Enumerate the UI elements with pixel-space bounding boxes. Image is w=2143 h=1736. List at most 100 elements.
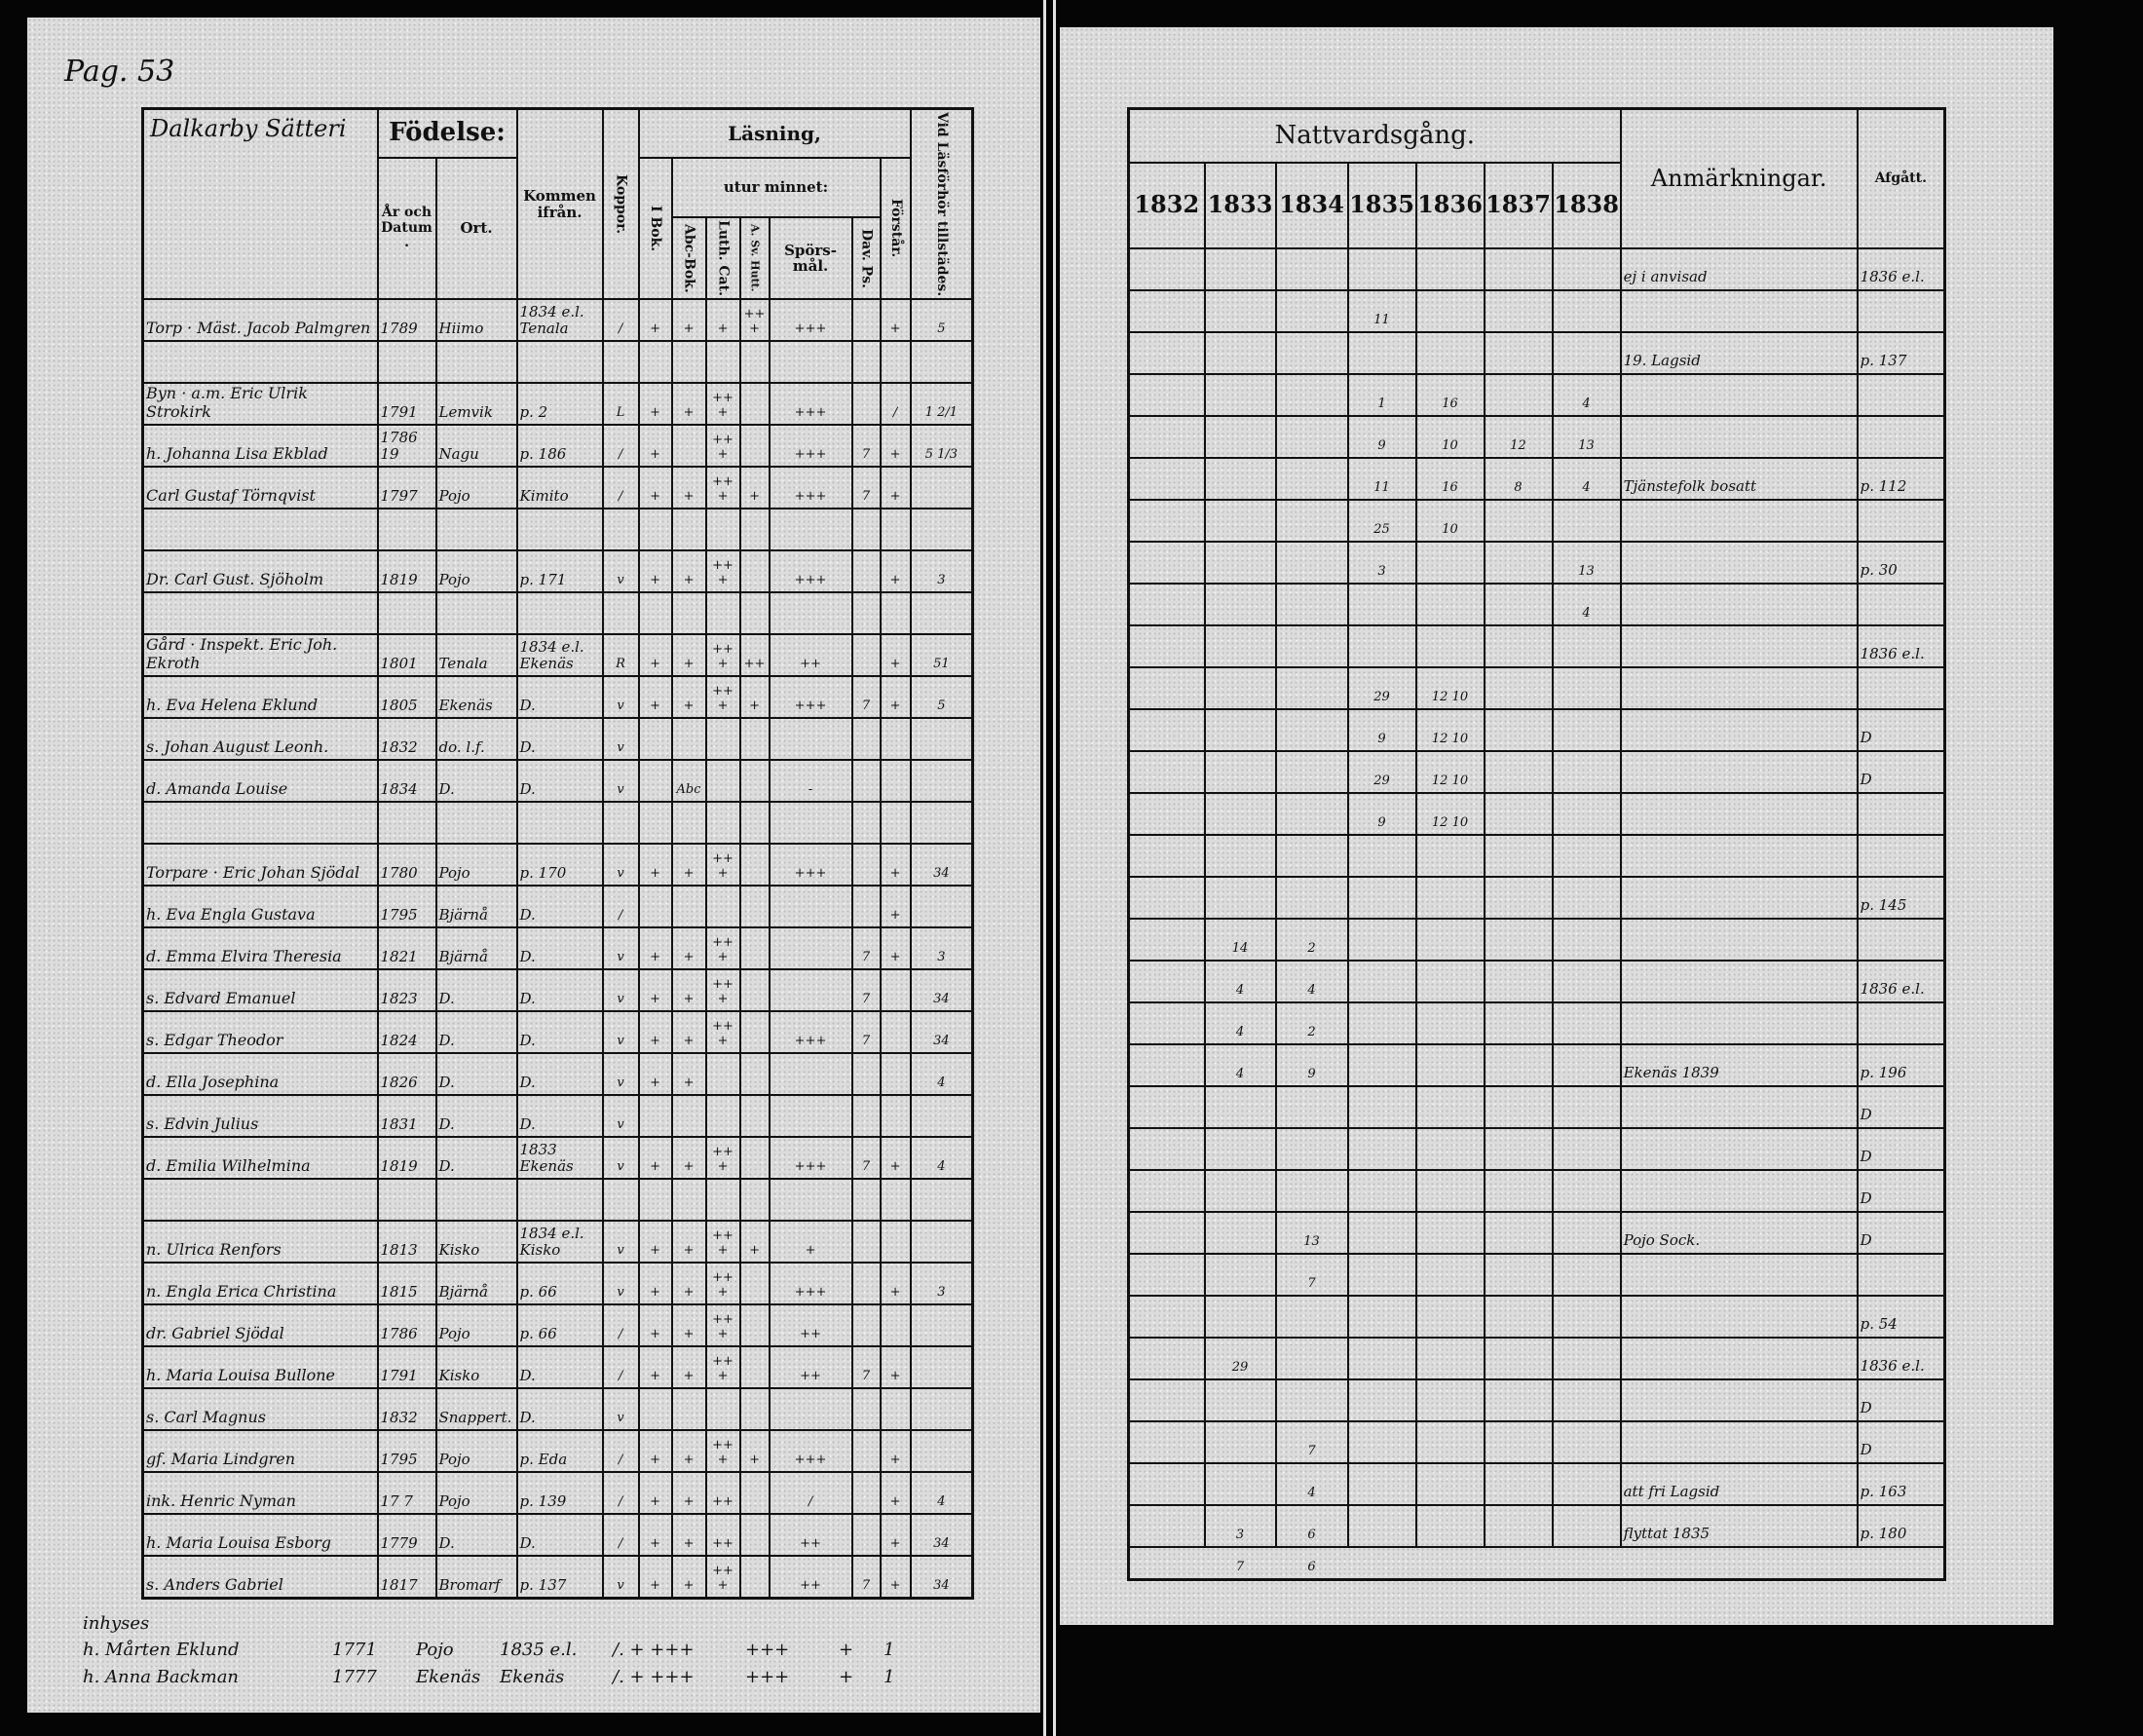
header-anmarkningar: Anmärkningar. [1619,107,1859,249]
table-row: 1 16 4 [1127,372,1946,417]
table-row: gf. Maria Lindgren 1795 Pojo p. Eda / + + +++ + +… [141,1429,974,1474]
cell-communion-1834 [1274,1336,1349,1380]
cell-smallpox [601,801,640,846]
cell-remarks: flyttat 1835 [1619,1503,1859,1548]
cell-communion-1833 [1203,1419,1277,1464]
cell-smallpox: v [601,1052,640,1097]
cell-birth-date: 17 7 [376,1471,437,1516]
table-row: p. 145 [1127,875,1946,920]
cell-communion-1834 [1274,623,1349,668]
cell-communion-1832 [1127,623,1206,668]
cell-communion-1832 [1127,1461,1206,1506]
cell-abc-book: + [670,1345,707,1390]
footer-cell: 1835 e.l. [500,1640,578,1661]
cell-birth-place: D. [434,1136,518,1181]
cell-understands [879,1178,912,1223]
cell-david-psalms [850,1178,882,1223]
cell-communion-1836 [1414,917,1485,962]
cell-hutter [738,1555,771,1600]
footer-entry: h. Mårten Eklund 1771 Pojo 1835 e.l. /. + ++… [83,1640,989,1661]
cell-remarks [1619,1000,1859,1045]
table-row: 11 [1127,288,1946,333]
cell-attendance [909,466,974,510]
cell-communion-1832 [1127,246,1206,291]
cell-understands [879,1052,912,1097]
cell-attendance [909,1178,974,1223]
cell-smallpox [601,591,640,636]
cell-communion-1837 [1483,1126,1554,1171]
header-vid-lasforhor: Vid Läsförhör tillstädes. [909,107,974,301]
cell-communion-1837 [1483,372,1554,417]
cell-communion-1837 [1483,833,1554,878]
table-row: 13 Pojo Sock. D [1127,1210,1946,1255]
cell-communion-1832 [1127,833,1206,878]
table-row: h. Maria Louisa Esborg 1779 D. D. / + + ++ ++ +34 [141,1513,974,1558]
cell-birth-place [434,508,518,552]
cell-david-psalms [850,298,882,343]
cell-read-book: + [637,926,673,971]
cell-attendance: 34 [909,1010,974,1055]
cell-communion-1834: 7 [1274,1419,1349,1464]
footer-cell: 1 [884,1666,895,1687]
cell-smallpox: v [601,675,640,720]
cell-communion-1838 [1551,917,1622,962]
table-row: Dr. Carl Gust. Sjöholm 1819 Pojo p. 171 v + + +… [141,549,974,594]
cell-david-psalms: 7 [850,1555,882,1600]
cell-communion-1832 [1127,498,1206,543]
cell-attendance: 5 [909,675,974,720]
cell-communion-1833 [1203,833,1277,878]
cell-departed [1856,372,1946,417]
footer-cell: /. + +++ [613,1666,695,1687]
cell-communion-1832 [1127,1252,1206,1297]
cell-came-from: D. [515,968,604,1013]
cell-communion-1838 [1551,665,1622,710]
cell-remarks [1619,1252,1859,1297]
header-year-1836: 1836 [1414,161,1485,249]
cell-communion-1837: 8 [1483,456,1554,501]
cell-hutter [738,1513,771,1558]
cell-david-psalms: 7 [850,968,882,1013]
cell-communion-1835 [1346,1252,1417,1297]
cell-understands [879,1303,912,1348]
cell-name: h. Eva Engla Gustava [141,885,379,929]
cell-communion-1834 [1274,1126,1349,1171]
cell-luther-catechism: +++ [704,926,741,971]
cell-communion-1836 [1414,1042,1485,1087]
cell-departed: D [1856,1168,1946,1213]
cell-read-book [637,1178,673,1223]
cell-communion-1832 [1127,749,1206,794]
cell-questions: ++ [768,1303,853,1348]
cell-communion-1838 [1551,1000,1622,1045]
cell-smallpox: / [601,424,640,469]
cell-communion-1836 [1414,1503,1485,1548]
cell-understands [879,759,912,804]
cell-communion-1837 [1483,1210,1554,1255]
table-row: D [1127,1377,1946,1422]
cell-communion-1835: 1 [1346,372,1417,417]
cell-birth-date: 1786 19 [376,424,437,469]
cell-abc-book: + [670,382,707,427]
table-row: D [1127,1168,1946,1213]
cell-communion-1837 [1483,1168,1554,1213]
cell-communion-1836: 16 [1414,372,1485,417]
cell-questions [768,801,853,846]
footer-cell: 1 [884,1640,895,1661]
cell-read-book [637,508,673,552]
cell-luther-catechism [704,885,741,929]
cell-luther-catechism: +++ [704,675,741,720]
cell-read-book [637,885,673,929]
cell-communion-1832 [1127,1168,1206,1213]
cell-smallpox: v [601,968,640,1013]
cell-communion-1836: 12 10 [1414,707,1485,752]
cell-communion-1833 [1203,791,1277,836]
cell-read-book [637,801,673,846]
cell-communion-1835 [1346,1294,1417,1339]
cell-read-book: + [637,298,673,343]
cell-birth-place: D. [434,1513,518,1558]
cell-questions [768,508,853,552]
cell-questions: ++ [768,1345,853,1390]
cell-remarks [1619,707,1859,752]
cell-communion-1835: 11 [1346,288,1417,333]
cell-communion-1837 [1483,540,1554,585]
